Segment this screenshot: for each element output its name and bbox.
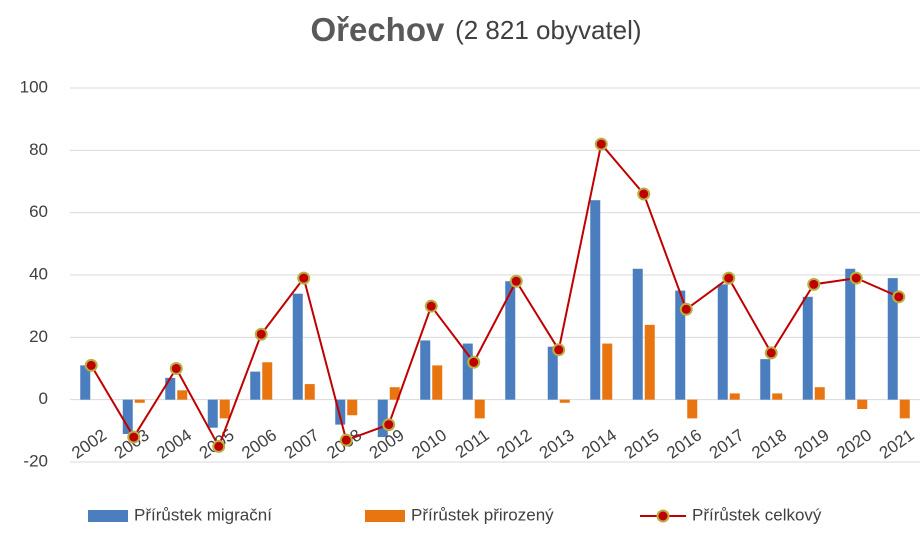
legend-item: Přírůstek přirozený — [365, 505, 554, 524]
title: Ořechov — [310, 11, 445, 48]
bar — [632, 268, 643, 400]
bar — [602, 343, 613, 400]
bar — [772, 393, 783, 400]
y-tick-label: 20 — [29, 327, 48, 346]
x-tick-label: 2013 — [536, 425, 578, 462]
bar — [729, 393, 740, 400]
legend-label: Přírůstek celkový — [692, 505, 822, 524]
bar — [122, 399, 133, 434]
x-tick-label: 2017 — [706, 425, 748, 462]
line — [90, 141, 900, 449]
bar — [134, 399, 145, 403]
bar — [250, 371, 261, 400]
legend-item: Přírůstek celkový — [640, 505, 822, 524]
x-tick-label: 2015 — [621, 425, 663, 462]
legend-marker — [656, 509, 670, 523]
x-tick-label: 2014 — [578, 425, 620, 462]
bar — [462, 343, 473, 400]
marker — [127, 430, 141, 444]
bar — [80, 365, 91, 400]
bar — [389, 387, 400, 400]
chart-title: Ořechov (2 821 obyvatel) — [310, 11, 641, 48]
bar — [760, 359, 771, 400]
x-tick-label: 2019 — [791, 425, 833, 462]
x-tick-label: 2002 — [68, 425, 110, 462]
bar — [347, 399, 358, 416]
legend-label: Přírůstek migrační — [134, 505, 272, 524]
bar — [857, 399, 868, 410]
x-tick-label: 2006 — [238, 425, 280, 462]
bar — [802, 296, 813, 400]
x-tick-label: 2007 — [281, 425, 323, 462]
bar — [165, 377, 176, 400]
bar — [377, 399, 388, 438]
x-tick-label: 2018 — [748, 425, 790, 462]
bar — [304, 384, 315, 400]
bar — [219, 399, 230, 419]
bar — [505, 281, 516, 400]
x-tick-label: 2021 — [876, 425, 918, 462]
marker — [254, 327, 268, 341]
bar — [177, 390, 188, 400]
x-tick-label: 2016 — [663, 425, 705, 462]
marker — [849, 271, 863, 285]
bar — [675, 290, 686, 400]
marker — [339, 433, 353, 447]
bar — [547, 346, 558, 400]
bar — [432, 365, 443, 400]
bar — [207, 399, 218, 428]
marker — [892, 290, 906, 304]
y-tick-label: 100 — [20, 77, 48, 96]
bar — [590, 200, 601, 400]
marker — [722, 271, 736, 285]
marker — [764, 346, 778, 360]
marker — [552, 343, 566, 357]
x-tick-label: 2011 — [452, 425, 493, 462]
bar — [717, 284, 728, 400]
x-tick-label: 2010 — [408, 425, 450, 462]
marker — [297, 271, 311, 285]
bar — [845, 268, 856, 400]
marker — [467, 355, 481, 369]
marker — [594, 137, 608, 151]
bar — [474, 399, 485, 419]
bar — [644, 324, 655, 400]
bar — [292, 293, 303, 400]
y-tick-label: -20 — [23, 451, 48, 470]
y-tick-label: 80 — [29, 140, 48, 159]
y-tick-label: 60 — [29, 202, 48, 221]
x-tick-label: 2020 — [833, 425, 875, 462]
legend-item: Přírůstek migrační — [88, 505, 272, 524]
legend-swatch — [88, 510, 128, 522]
y-tick-label: 0 — [39, 389, 48, 408]
y-tick-label: 40 — [29, 264, 48, 283]
bar — [687, 399, 698, 419]
legend-label: Přírůstek přirozený — [411, 505, 554, 524]
bar — [814, 387, 825, 400]
x-tick-label: 2012 — [493, 425, 535, 462]
bar — [262, 362, 273, 400]
marker — [84, 358, 98, 372]
bar — [335, 399, 346, 425]
bar — [899, 399, 910, 419]
subtitle: (2 821 obyvatel) — [455, 15, 641, 45]
marker — [509, 274, 523, 288]
bar — [420, 340, 431, 400]
marker — [212, 439, 226, 453]
marker — [679, 302, 693, 316]
marker — [382, 418, 396, 432]
x-tick-label: 2004 — [153, 425, 195, 462]
marker — [637, 187, 651, 201]
bar — [887, 278, 898, 400]
legend-swatch — [365, 510, 405, 522]
marker — [807, 277, 821, 291]
marker — [424, 299, 438, 313]
bar — [559, 399, 570, 403]
marker — [169, 362, 183, 375]
